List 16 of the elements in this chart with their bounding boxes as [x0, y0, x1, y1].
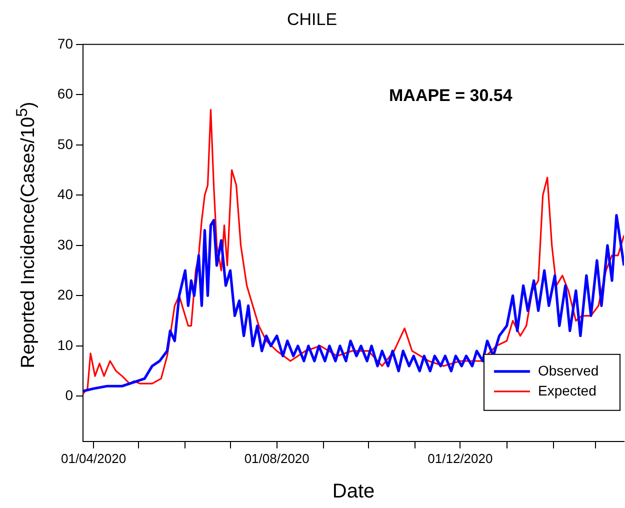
- chart-title: CHILE: [286, 10, 338, 29]
- y-tick-label: 0: [65, 387, 74, 404]
- x-axis-title: Date: [332, 480, 375, 503]
- annotation: MAAPE = 30.54: [389, 86, 513, 106]
- legend-label: Observed: [538, 362, 599, 378]
- y-tick-label: 60: [57, 86, 74, 102]
- y-tick-label: 40: [57, 186, 74, 202]
- y-tick-label: 70: [57, 35, 74, 52]
- legend-label: Expected: [538, 382, 596, 398]
- y-tick-label: 10: [57, 336, 74, 353]
- x-tick-label: 01/12/2020: [428, 450, 493, 466]
- x-tick-label: 01/04/2020: [60, 450, 126, 466]
- y-tick-label: 50: [57, 136, 74, 152]
- y-tick-label: 20: [57, 286, 74, 303]
- y-tick-label: 30: [57, 236, 74, 252]
- x-tick-label: 01/08/2020: [244, 450, 310, 466]
